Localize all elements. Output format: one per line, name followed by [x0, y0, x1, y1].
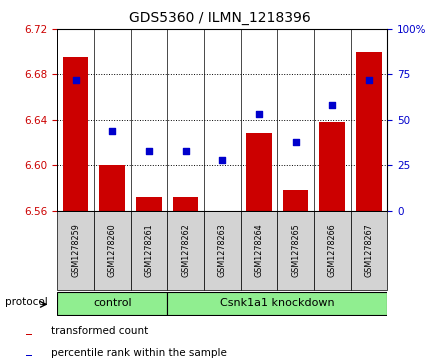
Bar [57, 292, 167, 314]
Bar [277, 211, 314, 290]
Bar [351, 211, 387, 290]
Bar [314, 211, 351, 290]
Point [182, 148, 189, 154]
Bar [63, 57, 88, 211]
Text: GSM1278260: GSM1278260 [108, 224, 117, 277]
Bar [26, 334, 32, 335]
Point [109, 128, 116, 134]
Text: GDS5360 / ILMN_1218396: GDS5360 / ILMN_1218396 [129, 11, 311, 25]
Bar [319, 122, 345, 211]
Point [145, 148, 152, 154]
Point [292, 139, 299, 144]
Bar [356, 52, 382, 211]
Bar [246, 134, 272, 211]
Text: GSM1278267: GSM1278267 [364, 224, 374, 277]
Bar [209, 211, 235, 213]
Text: GSM1278266: GSM1278266 [328, 224, 337, 277]
Bar [131, 211, 167, 290]
Point [255, 111, 262, 117]
Text: Csnk1a1 knockdown: Csnk1a1 knockdown [220, 298, 334, 308]
Point [329, 102, 336, 108]
Text: protocol: protocol [4, 297, 48, 307]
Text: GSM1278259: GSM1278259 [71, 224, 80, 277]
Bar [173, 197, 198, 211]
Text: GSM1278262: GSM1278262 [181, 224, 190, 277]
Bar [204, 211, 241, 290]
Bar [241, 211, 277, 290]
Bar [167, 292, 387, 314]
Text: GSM1278265: GSM1278265 [291, 224, 300, 277]
Text: transformed count: transformed count [51, 326, 148, 337]
Text: percentile rank within the sample: percentile rank within the sample [51, 348, 227, 358]
Text: GSM1278264: GSM1278264 [254, 224, 264, 277]
Bar [136, 197, 162, 211]
Point [365, 77, 372, 83]
Text: control: control [93, 298, 132, 308]
Bar [283, 190, 308, 211]
Text: GSM1278263: GSM1278263 [218, 224, 227, 277]
Bar [94, 211, 131, 290]
Point [219, 157, 226, 163]
Text: GSM1278261: GSM1278261 [144, 224, 154, 277]
Point [72, 77, 79, 83]
Bar [26, 355, 32, 356]
Bar [99, 165, 125, 211]
Bar [167, 211, 204, 290]
Bar [57, 211, 94, 290]
